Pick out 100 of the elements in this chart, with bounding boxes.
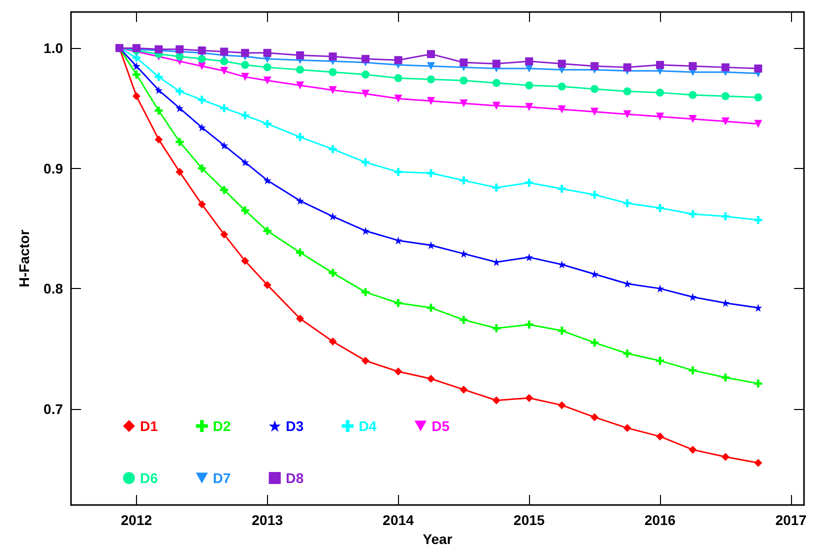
point bbox=[296, 314, 304, 323]
point bbox=[328, 145, 337, 154]
point bbox=[460, 250, 468, 258]
point bbox=[154, 106, 163, 115]
point bbox=[394, 168, 402, 176]
point bbox=[176, 104, 184, 112]
point bbox=[426, 50, 435, 58]
point bbox=[688, 366, 697, 374]
point bbox=[220, 230, 228, 238]
point bbox=[525, 253, 534, 262]
point bbox=[721, 117, 730, 126]
point bbox=[558, 105, 566, 114]
point bbox=[492, 60, 500, 68]
point bbox=[721, 212, 730, 220]
point bbox=[263, 63, 272, 72]
point bbox=[362, 70, 370, 79]
point bbox=[263, 176, 272, 184]
point bbox=[394, 94, 402, 103]
point bbox=[688, 90, 697, 99]
point bbox=[525, 81, 534, 90]
y-tick-label: 0.7 bbox=[44, 400, 64, 417]
point bbox=[132, 92, 140, 100]
x-axis-title: Year bbox=[422, 530, 453, 547]
point bbox=[688, 210, 697, 218]
point bbox=[590, 270, 599, 278]
point bbox=[263, 48, 272, 57]
point bbox=[220, 141, 228, 150]
x-tick-label: 2016 bbox=[644, 512, 676, 528]
point bbox=[590, 190, 599, 199]
point bbox=[394, 368, 402, 376]
point bbox=[656, 112, 664, 121]
point bbox=[492, 396, 500, 404]
point bbox=[525, 57, 534, 66]
point bbox=[426, 304, 435, 312]
point bbox=[362, 158, 370, 166]
x-tick-label: 2017 bbox=[775, 512, 807, 528]
point bbox=[623, 349, 632, 358]
point bbox=[296, 51, 304, 60]
point bbox=[754, 304, 762, 312]
point bbox=[460, 99, 468, 108]
point bbox=[296, 196, 304, 205]
point bbox=[754, 64, 762, 73]
point bbox=[198, 96, 206, 104]
point bbox=[241, 206, 250, 214]
point bbox=[176, 87, 184, 96]
point bbox=[394, 56, 402, 64]
point bbox=[296, 66, 304, 74]
point bbox=[198, 62, 206, 70]
x-tick-label: 2013 bbox=[252, 512, 284, 528]
point bbox=[688, 62, 697, 70]
point bbox=[362, 226, 370, 235]
point bbox=[688, 446, 697, 454]
point bbox=[754, 120, 762, 128]
point bbox=[525, 102, 534, 111]
point bbox=[492, 102, 500, 110]
point bbox=[220, 186, 228, 194]
point bbox=[426, 75, 435, 84]
point bbox=[460, 76, 468, 85]
point bbox=[362, 54, 370, 63]
point bbox=[525, 320, 534, 329]
x-tick-label: 2014 bbox=[382, 512, 414, 528]
point bbox=[198, 164, 206, 172]
point bbox=[394, 298, 402, 307]
point bbox=[558, 60, 566, 68]
point bbox=[558, 184, 566, 193]
point bbox=[492, 324, 500, 332]
point bbox=[623, 280, 632, 288]
point bbox=[656, 88, 664, 97]
point bbox=[394, 74, 402, 82]
point bbox=[623, 110, 632, 118]
point bbox=[426, 241, 435, 250]
point bbox=[328, 268, 337, 277]
point bbox=[241, 111, 250, 120]
point bbox=[296, 81, 304, 90]
point bbox=[198, 200, 206, 208]
point bbox=[394, 236, 402, 244]
point bbox=[263, 76, 272, 85]
point bbox=[132, 62, 140, 70]
point bbox=[241, 256, 250, 265]
point bbox=[492, 184, 500, 192]
point bbox=[328, 68, 337, 76]
point bbox=[241, 72, 250, 81]
point bbox=[721, 63, 730, 72]
point bbox=[154, 72, 163, 81]
point bbox=[590, 413, 599, 422]
point bbox=[220, 57, 228, 66]
point bbox=[656, 60, 664, 69]
point bbox=[132, 54, 140, 62]
point bbox=[426, 374, 435, 383]
point bbox=[460, 176, 468, 184]
point bbox=[241, 48, 250, 57]
point bbox=[590, 338, 599, 347]
point bbox=[220, 48, 228, 56]
y-tick-label: 1.0 bbox=[44, 40, 64, 56]
point bbox=[176, 45, 184, 54]
x-tick-label: 2015 bbox=[514, 512, 545, 528]
point bbox=[558, 82, 566, 91]
point bbox=[558, 326, 566, 335]
point bbox=[754, 458, 762, 467]
y-axis-title: H-Factor bbox=[16, 229, 32, 288]
